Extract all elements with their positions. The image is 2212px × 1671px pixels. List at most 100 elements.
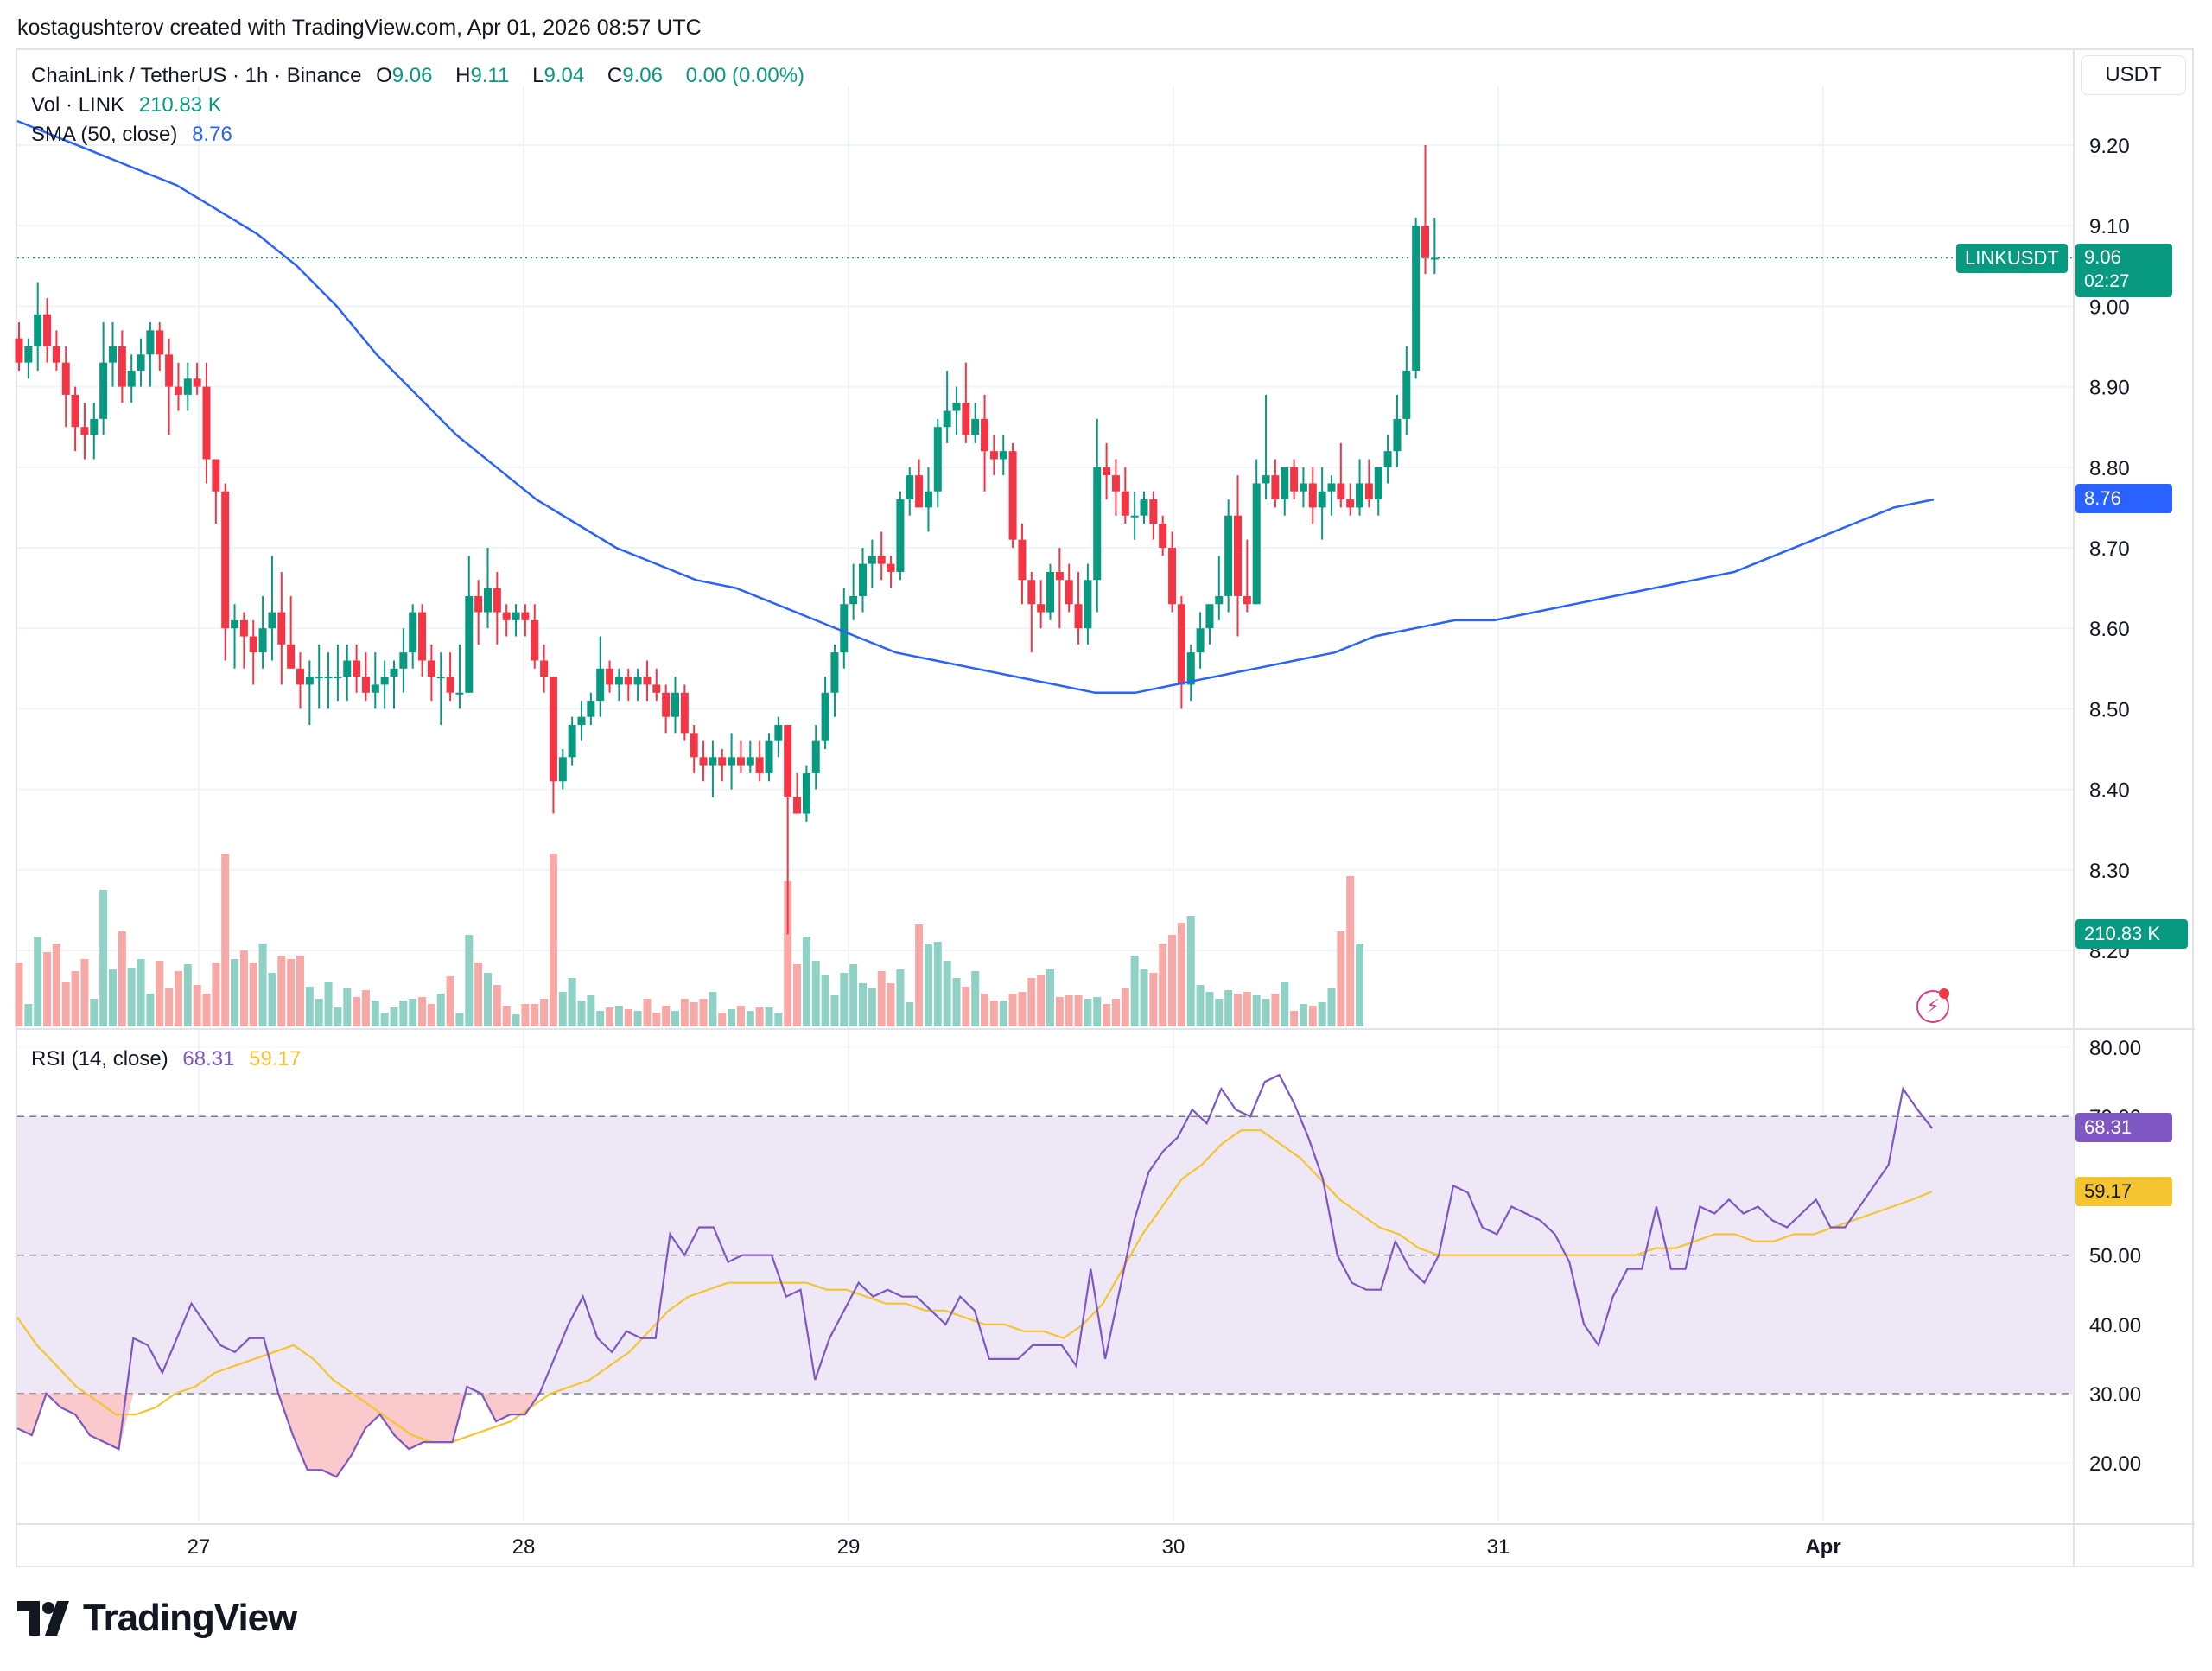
price-tick-label: 9.10	[2089, 215, 2130, 238]
candle-body	[1271, 475, 1280, 500]
candle-body	[1186, 652, 1195, 685]
volume-bar	[315, 999, 323, 1026]
volume-bar	[1224, 990, 1233, 1026]
candle-body	[455, 692, 464, 695]
candle-body	[1346, 499, 1355, 508]
open-label: O	[376, 64, 392, 87]
volume-bar	[962, 987, 970, 1026]
volume-bar	[24, 1004, 33, 1026]
volume-bar	[736, 1006, 745, 1026]
candle-body	[165, 354, 174, 387]
volume-bar	[999, 1001, 1007, 1026]
candle-body	[868, 556, 876, 564]
candle-body	[90, 418, 99, 435]
volume-bar	[287, 959, 296, 1026]
candle-body	[662, 692, 671, 717]
candle-body	[568, 725, 576, 758]
time-tick-label: 31	[1487, 1535, 1510, 1559]
volume-bar	[52, 944, 60, 1026]
volume-bar	[989, 1001, 998, 1026]
candle-body	[877, 556, 886, 564]
volume-bar	[943, 961, 951, 1026]
candle-body	[465, 595, 474, 693]
candle-body	[146, 330, 155, 355]
volume-bar	[915, 924, 924, 1026]
volume-bar	[1177, 923, 1185, 1026]
volume-bar	[849, 964, 858, 1026]
volume-bar	[90, 999, 99, 1026]
volume-bar	[1055, 997, 1064, 1026]
volume-bar	[1111, 999, 1120, 1026]
candle-body	[202, 386, 211, 460]
volume-value: 210.83 K	[138, 93, 222, 117]
volume-bar	[540, 999, 549, 1026]
grid-lines	[17, 48, 2195, 1567]
candle-body	[277, 612, 286, 645]
volume-bar	[690, 1002, 698, 1026]
candle-body	[249, 636, 257, 653]
volume-bar	[277, 956, 286, 1026]
volume-bar	[1093, 997, 1102, 1026]
price-tick-label: 9.20	[2089, 135, 2130, 158]
volume-bar	[1215, 999, 1224, 1026]
rsi-tag: 68.31	[2075, 1113, 2172, 1142]
volume-bar	[1027, 978, 1036, 1026]
candle-body	[446, 677, 454, 693]
rsi-line	[16, 1073, 1933, 1478]
candle-body	[43, 314, 52, 346]
volume-bar	[1308, 1006, 1317, 1026]
volume-tag: 210.83 K	[2075, 919, 2188, 949]
volume-bar	[512, 1014, 520, 1026]
volume-bar	[353, 997, 361, 1026]
candle-body	[390, 668, 398, 677]
candle-body	[1055, 571, 1064, 581]
candle-body	[109, 346, 117, 363]
candle-body	[1252, 483, 1261, 605]
candle-body	[1402, 370, 1411, 419]
candle-body	[1337, 483, 1345, 500]
candle-body	[1327, 483, 1336, 492]
sma-polyline	[16, 119, 1935, 695]
volume-bar	[1046, 969, 1054, 1026]
candle-body	[324, 677, 333, 679]
volume-bar	[183, 964, 192, 1026]
candlesticks	[15, 145, 2074, 935]
candle-body	[614, 677, 623, 685]
candle-body	[971, 418, 980, 435]
candle-body	[887, 563, 895, 572]
rsi-label: RSI (14, close)	[31, 1047, 168, 1071]
volume-bar	[502, 1006, 511, 1026]
candle-body	[1111, 475, 1120, 492]
volume-bar	[746, 1011, 754, 1026]
candle-body	[1205, 604, 1214, 629]
bar-countdown: 02:27	[2084, 271, 2130, 291]
candle-body	[774, 725, 783, 741]
currency-button[interactable]: USDT	[2081, 55, 2186, 95]
volume-bar	[231, 959, 239, 1026]
last-price-tag: 9.06 02:27	[2075, 244, 2172, 297]
candle-body	[915, 475, 924, 508]
volume-bar	[1205, 992, 1214, 1026]
rsi-legend: RSI (14, close) 68.31 59.17	[31, 1047, 309, 1071]
volume-bar	[399, 1001, 408, 1026]
candle-body	[127, 370, 136, 387]
volume-bar	[1065, 995, 1073, 1026]
symbol-title[interactable]: ChainLink / TetherUS · 1h · Binance	[31, 64, 362, 87]
volume-bar	[558, 992, 567, 1026]
volume-bars	[15, 854, 1364, 1026]
tradingview-logo[interactable]: TradingView	[17, 1597, 297, 1640]
volume-bar	[1037, 975, 1046, 1026]
notification-dot	[1939, 988, 1949, 999]
volume-bar	[1262, 999, 1270, 1026]
volume-bar	[249, 963, 257, 1026]
volume-bar	[830, 995, 839, 1026]
last-price-value: 9.06	[2084, 246, 2121, 268]
volume-bar	[61, 982, 70, 1026]
candle-body	[1027, 580, 1036, 605]
candle-body	[1103, 467, 1111, 476]
volume-bar	[118, 931, 126, 1026]
volume-bar	[1074, 995, 1083, 1026]
volume-bar	[193, 985, 201, 1026]
candle-body	[156, 330, 164, 355]
